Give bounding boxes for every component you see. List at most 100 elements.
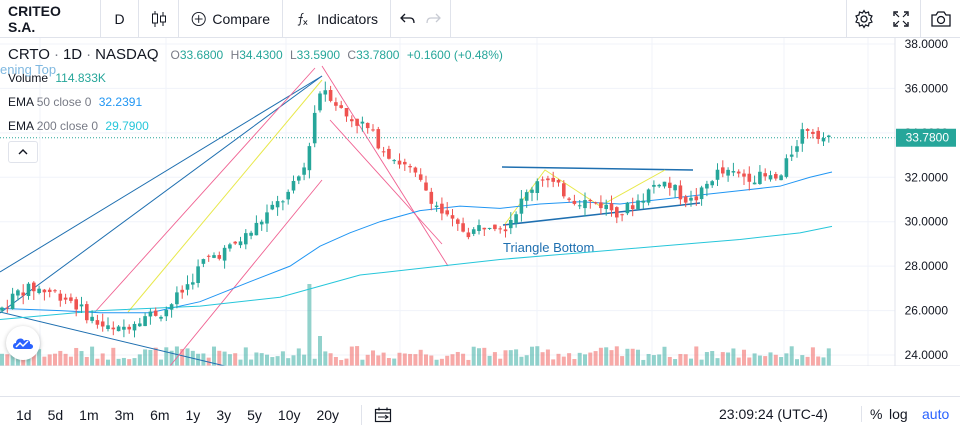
candle-body xyxy=(540,179,545,181)
volume-bar xyxy=(371,350,375,366)
legend-open: 33.6800 xyxy=(179,48,224,62)
legend-ticker: CRTO xyxy=(8,46,50,63)
candle-body xyxy=(5,307,10,309)
candle-body xyxy=(768,175,773,180)
interval-button[interactable]: D xyxy=(101,0,139,38)
price-tick-label: 26.0000 xyxy=(905,304,949,318)
volume-bar xyxy=(524,355,529,366)
range-button-6m[interactable]: 6m xyxy=(150,407,170,423)
legend-collapse-button[interactable] xyxy=(8,141,38,163)
candle-body xyxy=(79,304,84,307)
gear-icon xyxy=(854,9,873,29)
legend-ema200[interactable]: EMA 200 close 0 29.7900 xyxy=(8,119,149,133)
redo-icon[interactable] xyxy=(424,10,442,28)
tradingview-logo-button[interactable] xyxy=(6,326,40,360)
candle-body xyxy=(350,119,354,122)
date-range-button[interactable] xyxy=(361,405,392,425)
range-button-3y[interactable]: 3y xyxy=(216,407,232,423)
volume-bar xyxy=(312,358,317,366)
volume-bar xyxy=(58,350,63,366)
volume-bar xyxy=(74,347,79,366)
candle-body xyxy=(265,212,269,224)
plus-circle-icon xyxy=(191,11,206,26)
candle-body xyxy=(397,160,402,165)
legend-volume[interactable]: Volume 114.833K xyxy=(8,71,106,85)
volume-bar xyxy=(418,349,423,366)
candle-body xyxy=(503,229,508,232)
volume-bar xyxy=(68,356,73,366)
range-button-20y[interactable]: 20y xyxy=(316,407,340,423)
percent-toggle[interactable]: % xyxy=(861,406,882,422)
candle-body xyxy=(58,293,63,301)
log-toggle[interactable]: log xyxy=(889,406,908,422)
range-button-5y[interactable]: 5y xyxy=(247,407,262,423)
fullscreen-button[interactable] xyxy=(884,0,918,38)
timezone-button[interactable]: 23:09:24 (UTC-4) xyxy=(719,406,828,422)
volume-bar xyxy=(471,346,476,366)
candle-body xyxy=(715,169,720,180)
volume-bar xyxy=(201,353,206,366)
candle-body xyxy=(471,229,476,234)
candle-body xyxy=(0,307,4,311)
candle-body xyxy=(90,316,94,321)
undo-redo-group xyxy=(391,0,451,38)
range-button-10y[interactable]: 10y xyxy=(277,407,301,423)
candle-body xyxy=(281,201,285,203)
candle-body xyxy=(408,166,412,168)
compare-button[interactable]: Compare xyxy=(179,0,283,38)
trend-line-lower xyxy=(0,311,226,366)
volume-bar xyxy=(21,358,26,366)
volume-bar xyxy=(10,353,15,366)
settings-button[interactable] xyxy=(846,0,880,38)
volume-bar xyxy=(5,354,10,366)
candle-body xyxy=(153,310,158,316)
indicators-button[interactable]: Indicators xyxy=(283,0,391,38)
candle-body xyxy=(816,130,820,140)
candle-body xyxy=(752,182,757,185)
legend-ema50[interactable]: EMA 50 close 0 32.2391 xyxy=(8,95,143,109)
range-button-5d[interactable]: 5d xyxy=(47,407,64,423)
volume-bar xyxy=(355,346,360,366)
symbol-search-button[interactable]: CRITEO S.A. xyxy=(0,0,101,38)
volume-bar xyxy=(598,347,603,366)
auto-toggle[interactable]: auto xyxy=(922,406,950,422)
candle-body xyxy=(599,202,603,209)
volume-bar xyxy=(339,359,344,366)
volume-bar xyxy=(397,352,402,366)
candle-body xyxy=(10,293,15,310)
volume-bar xyxy=(381,352,386,366)
candle-body xyxy=(652,184,656,187)
range-button-1m[interactable]: 1m xyxy=(79,407,99,423)
chevron-up-icon xyxy=(18,149,28,155)
volume-bar xyxy=(461,353,466,366)
volume-bar xyxy=(710,351,715,366)
volume-bar xyxy=(302,354,307,366)
candle-body xyxy=(636,200,640,210)
trend-line-mid xyxy=(0,75,323,314)
candle-body xyxy=(805,129,810,131)
price-axis[interactable]: 38.000036.000034.000032.000030.000028.00… xyxy=(894,38,956,366)
volume-bars xyxy=(0,284,831,366)
candle-body xyxy=(318,93,322,111)
volume-bar xyxy=(736,357,741,366)
price-chart[interactable]: Triangle Bottom 38.000036.000034.000032.… xyxy=(0,38,960,366)
screenshot-button[interactable] xyxy=(920,0,960,38)
chart-type-button[interactable] xyxy=(139,0,179,38)
candle-body xyxy=(37,288,41,293)
volume-bar xyxy=(307,284,312,366)
trend-line-upper xyxy=(0,75,323,273)
volume-bar xyxy=(614,346,619,366)
candle-body xyxy=(122,326,126,330)
range-button-3m[interactable]: 3m xyxy=(114,407,135,423)
range-button-1d[interactable]: 1d xyxy=(16,407,32,423)
candlesticks xyxy=(0,81,831,338)
candle-body xyxy=(381,151,386,153)
range-button-1y[interactable]: 1y xyxy=(185,407,201,423)
volume-bar xyxy=(376,355,381,366)
candle-body xyxy=(387,148,391,159)
candle-body xyxy=(758,171,762,184)
undo-icon[interactable] xyxy=(399,10,417,28)
candle-body xyxy=(355,118,359,126)
candle-body xyxy=(546,178,550,181)
volume-bar xyxy=(106,359,110,366)
